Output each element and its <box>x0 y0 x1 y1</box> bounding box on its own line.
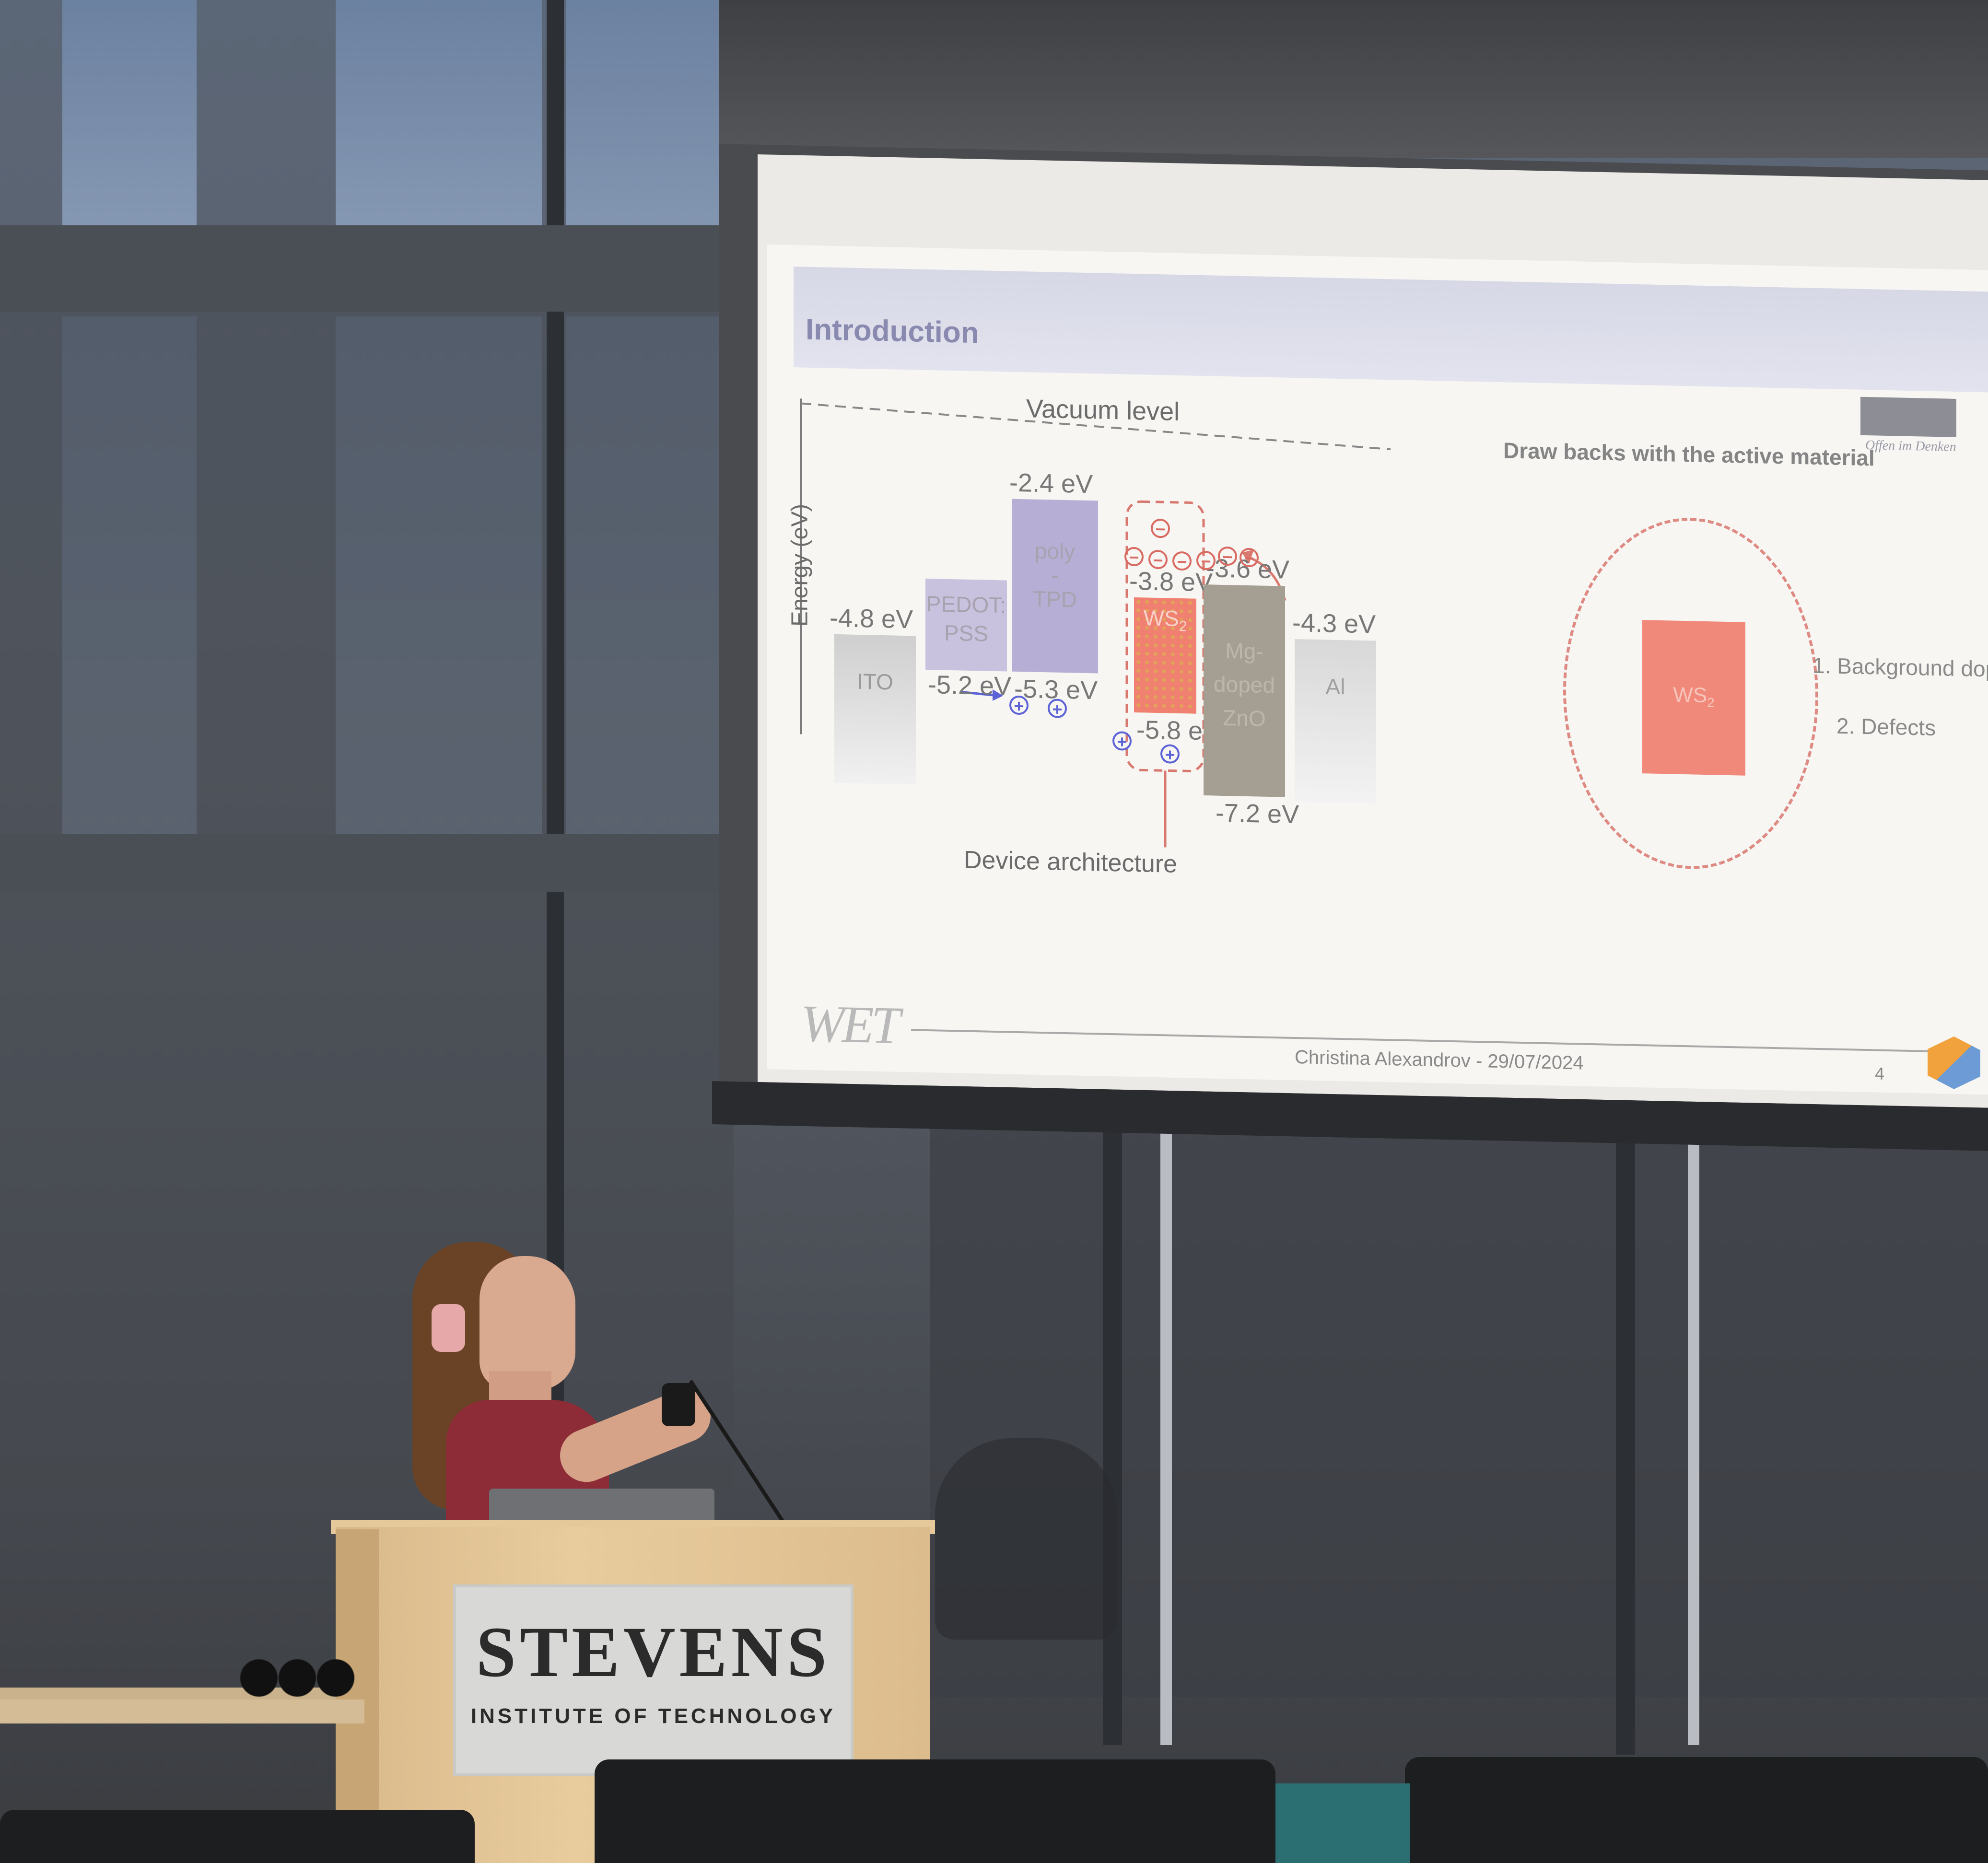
layer-polytpd-label-3: TPD <box>1033 586 1077 612</box>
vacuum-line <box>800 402 1391 451</box>
zno-bottom-value: -7.2 eV <box>1216 798 1299 829</box>
presentation-slide: Introduction Offen im Denken Energy (eV)… <box>767 245 1988 1095</box>
layer-pedot-label-2: PSS <box>944 620 989 646</box>
energy-axis-label: Energy (eV) <box>787 503 813 627</box>
logo-tagline: Offen im Denken <box>1865 437 1956 454</box>
podium-sign-main: STEVENS <box>476 1612 831 1692</box>
window-mullion <box>1616 1131 1635 1755</box>
layer-ws2: WS2 <box>1134 597 1196 714</box>
energy-diagram <box>800 398 1391 848</box>
ws2-box: WS2 <box>1642 620 1745 776</box>
layer-pedot-label-1: PEDOT: <box>926 591 1006 618</box>
podium-sign: STEVENS INSTITUTE OF TECHNOLOGY <box>453 1584 854 1776</box>
layer-poly-tpd: poly - TPD <box>1012 499 1098 674</box>
layer-al: Al <box>1295 639 1376 804</box>
drawback-point-1: 1. Background dop <box>1813 652 1988 682</box>
window-mullion <box>1160 1122 1172 1745</box>
hole-arrow <box>961 690 993 697</box>
audience-member <box>935 1438 1117 1640</box>
audience-chair <box>0 1810 475 1863</box>
microphone-stem <box>689 1379 793 1536</box>
footer-brand-logo: WET <box>801 994 898 1055</box>
ws2-top-value: -3.8 eV <box>1129 566 1213 597</box>
layer-ws2-label-main: WS <box>1143 605 1179 631</box>
electron-charge: − <box>1151 518 1170 539</box>
electron-charge: − <box>1148 549 1168 570</box>
window-mullion <box>1103 1122 1122 1745</box>
audience-chair <box>1405 1757 1988 1863</box>
transfer-arrowhead <box>1242 549 1254 564</box>
side-table <box>0 1700 364 1723</box>
footer-author-date: Christina Alexandrov - 29/07/2024 <box>1295 1047 1584 1074</box>
audience-chair <box>595 1759 1275 1863</box>
pedot-bottom-value: -5.2 eV <box>928 670 1012 701</box>
window-pane <box>566 0 734 268</box>
university-logo <box>1860 396 1956 437</box>
electron-charge: − <box>1218 546 1237 567</box>
layer-ito: ITO <box>834 634 916 785</box>
hole-charge: + <box>1009 695 1029 716</box>
ws2-box-label-main: WS <box>1673 683 1707 708</box>
ws2-box-label-sub: 2 <box>1707 695 1715 710</box>
window-mullion <box>1688 1141 1699 1745</box>
layer-ws2-label: WS2 <box>1134 605 1196 635</box>
clicker-remote <box>662 1383 695 1426</box>
hole-charge: + <box>1160 744 1180 765</box>
footer-page-number: 4 <box>1875 1063 1885 1083</box>
window-transom <box>0 225 738 312</box>
ws2-box-label: WS2 <box>1642 682 1745 711</box>
layer-al-label: Al <box>1325 674 1345 699</box>
mic-heads <box>240 1659 355 1697</box>
diagram-caption: Device architecture <box>964 846 1178 878</box>
layer-zno-label-2: doped <box>1214 671 1275 698</box>
layer-pedot-pss: PEDOT: PSS <box>925 578 1007 672</box>
drawback-point-2: 2. Defects <box>1836 713 1936 741</box>
presenter-face <box>479 1256 575 1390</box>
microphone <box>689 1379 793 1536</box>
layer-zno-label-3: ZnO <box>1223 705 1266 731</box>
window-pane <box>336 0 542 240</box>
electron-charge: − <box>1240 547 1259 568</box>
layer-ws2-label-sub: 2 <box>1179 618 1187 635</box>
layer-polytpd-label-1: poly <box>1034 538 1076 564</box>
hair-clip <box>432 1304 465 1352</box>
electron-charge: − <box>1196 550 1216 571</box>
vacuum-label: Vacuum level <box>1026 394 1180 427</box>
screen-housing <box>719 0 1988 158</box>
electron-charge: − <box>1172 551 1192 571</box>
layer-ito-label: ITO <box>857 668 893 695</box>
polytpd-top-value: -2.4 eV <box>1009 468 1093 499</box>
teal-seat <box>1275 1783 1410 1863</box>
window-transom <box>0 834 738 892</box>
layer-polytpd-label-2: - <box>1051 562 1059 588</box>
hole-charge: + <box>1048 699 1067 719</box>
hole-charge: + <box>1112 731 1132 752</box>
footer-cube-logo <box>1928 1036 1980 1090</box>
podium-sign-sub: INSTITUTE OF TECHNOLOGY <box>470 1704 836 1728</box>
window-pane <box>62 0 197 240</box>
layer-zno-label-1: Mg- <box>1225 638 1263 664</box>
hole-arrowhead <box>993 689 1003 701</box>
al-top-value: -4.3 eV <box>1292 608 1376 639</box>
electron-charge: − <box>1124 547 1144 567</box>
layer-mg-doped-zno: Mg- doped ZnO <box>1204 584 1285 797</box>
ito-top-value: -4.8 eV <box>830 603 913 634</box>
drawbacks-heading: Draw backs with the active material <box>1503 438 1875 471</box>
